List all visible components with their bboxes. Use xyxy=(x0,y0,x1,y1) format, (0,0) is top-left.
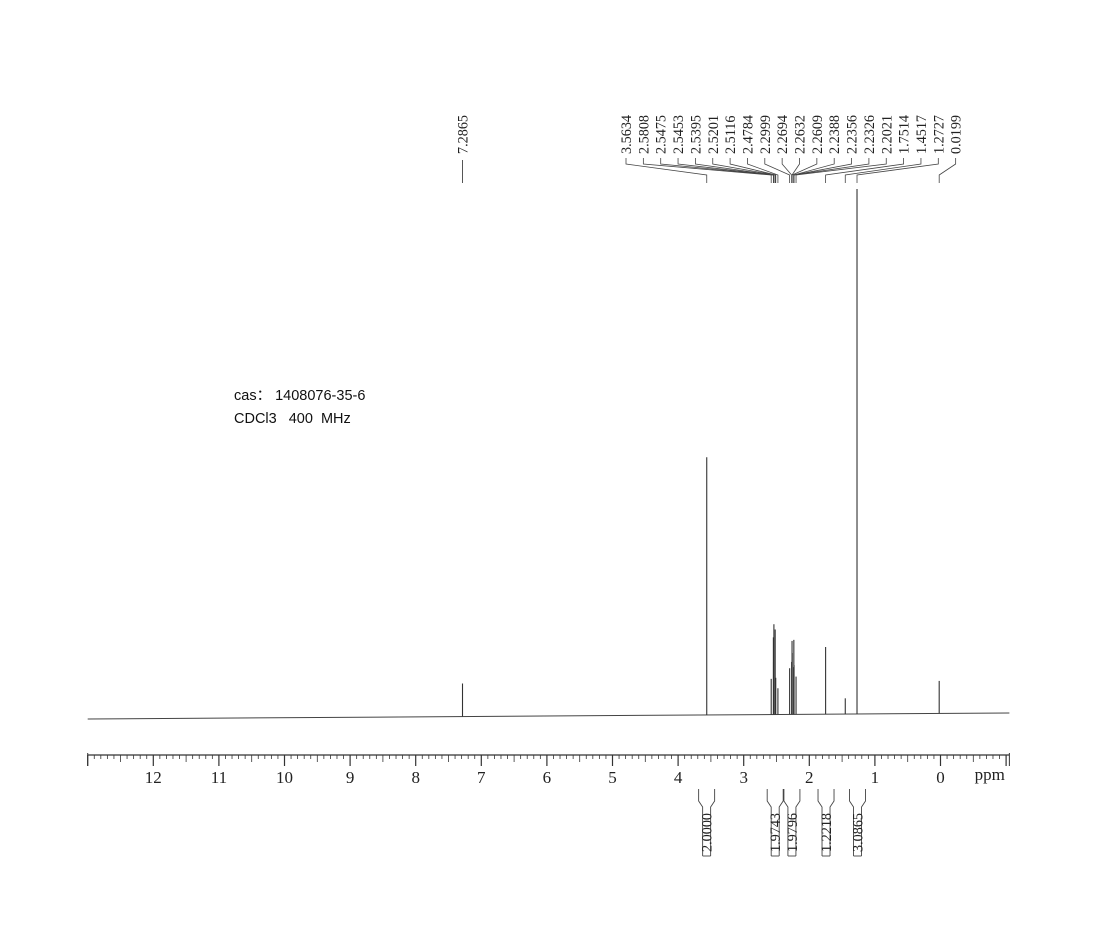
peak-label-leader xyxy=(844,158,922,183)
peak-label: 1.4517 xyxy=(914,115,930,154)
tick-label: 0 xyxy=(936,768,945,787)
integral-bracket xyxy=(698,789,704,856)
peak-labels: 7.2865 3.5634 2.5808 2.5475 2.5453 2.5395 2.52… xyxy=(456,115,965,183)
integral-value: 1.2218 xyxy=(819,813,835,852)
peak-label-leader xyxy=(729,158,777,183)
peak-label: 2.5116 xyxy=(723,116,739,155)
integral-bracket xyxy=(817,789,823,856)
integral-bracket xyxy=(710,789,716,856)
tick-label: 11 xyxy=(211,768,227,787)
peak-label-leader xyxy=(625,158,708,183)
integral-bracket xyxy=(766,789,772,856)
tick-label: 5 xyxy=(608,768,617,787)
integral-bracket xyxy=(778,789,784,856)
integral-bracket xyxy=(795,789,801,856)
solvent: CDCl3 xyxy=(234,411,277,427)
integral-value: 1.9743 xyxy=(768,813,784,852)
peak-label: 2.2021 xyxy=(879,115,895,154)
integral-bracket xyxy=(849,789,854,856)
peak-label-leader xyxy=(642,158,772,183)
tick-label: 3 xyxy=(739,768,748,787)
peak-label: 2.2999 xyxy=(758,115,774,154)
peak-label-leader xyxy=(938,158,957,183)
peak-label: 1.2727 xyxy=(931,115,947,154)
integral-value: 3.0865 xyxy=(851,813,867,852)
peak-label-leader xyxy=(695,158,775,183)
ppm-axis xyxy=(87,753,1010,766)
peak-label-leader xyxy=(781,158,793,183)
cas-label: cas xyxy=(234,388,257,404)
peak-label: 3.5634 xyxy=(619,115,635,154)
tick-label: 2 xyxy=(805,768,814,787)
integrals: 2.0000 1.9743 1.9796 1.2218 3.0865 xyxy=(698,789,867,857)
peak-label-leader xyxy=(795,158,887,183)
integral-bracket xyxy=(861,789,866,856)
peak-label-leader xyxy=(712,158,776,183)
peak-label: 2.5395 xyxy=(688,115,704,154)
peak-label: 2.2694 xyxy=(775,115,791,154)
peak-label: 2.5453 xyxy=(671,115,687,154)
integral-bracket xyxy=(783,789,789,856)
cas-number: 1408076-35-6 xyxy=(275,388,366,404)
spectrum-trace xyxy=(87,188,1010,720)
tick-label: 9 xyxy=(346,768,355,787)
peak-label: 2.2388 xyxy=(827,115,843,154)
x-axis-label: ppm xyxy=(975,765,1005,784)
peak-label: 2.5201 xyxy=(706,115,722,154)
peak-label: 7.2865 xyxy=(456,115,472,154)
tick-label: 4 xyxy=(674,768,683,787)
tick-label: 8 xyxy=(411,768,420,787)
integral-bracket xyxy=(829,789,835,856)
peak-label-leader xyxy=(793,158,870,183)
tick-label: 7 xyxy=(477,768,486,787)
ppm-tick-labels: 12 11 10 9 8 7 6 5 4 3 2 1 0 xyxy=(145,768,945,787)
peak-label: 2.2609 xyxy=(810,115,826,154)
integral-value: 2.0000 xyxy=(700,813,716,852)
peak-label-leader xyxy=(764,158,791,183)
tick-label: 12 xyxy=(145,768,162,787)
frequency: 400 xyxy=(288,411,313,427)
peak-label-leader xyxy=(825,158,904,183)
tick-label: 10 xyxy=(276,768,293,787)
peak-label: 1.7514 xyxy=(897,115,913,154)
peak-label-leader xyxy=(791,158,818,183)
baseline xyxy=(87,712,1010,720)
solvent-line: CDCl3 400 MHz xyxy=(234,411,351,427)
peak-label: 2.5475 xyxy=(654,115,670,154)
tick-label: 1 xyxy=(871,768,880,787)
integral-value: 1.9796 xyxy=(785,813,801,852)
peak-label-leader xyxy=(856,158,939,183)
peak-label: 2.2632 xyxy=(793,115,809,154)
peak-label: 2.5808 xyxy=(636,115,652,154)
frequency-unit: MHz xyxy=(320,411,351,427)
cas-line: cas： 1408076-35-6 xyxy=(234,388,366,404)
peak-label: 2.2356 xyxy=(845,115,861,154)
peak-label-leader xyxy=(747,158,779,183)
peak-label: 2.2326 xyxy=(862,115,878,154)
peak-label: 2.4784 xyxy=(740,115,756,154)
tick-label: 6 xyxy=(543,768,552,787)
peak-label: 0.0199 xyxy=(949,115,965,154)
